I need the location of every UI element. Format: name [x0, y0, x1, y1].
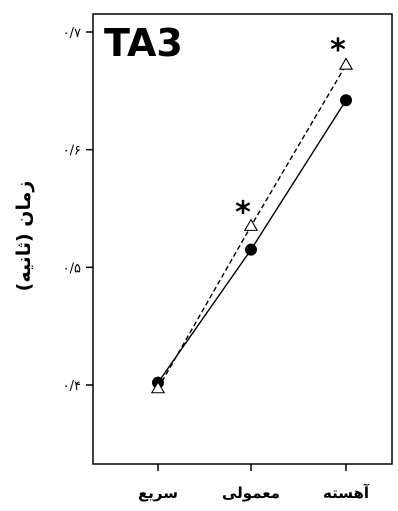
chart-title: TA3	[104, 21, 183, 65]
significance-marker: *	[235, 195, 251, 230]
series-2-point	[338, 57, 354, 70]
x-tick-label: معمولی	[222, 484, 280, 502]
y-axis-ticks: ۰/۴ ۰/۵ ۰/۶ ۰/۷	[63, 26, 93, 394]
x-axis-ticks: سریع معمولی آهسته	[138, 464, 370, 502]
y-tick-label: ۰/۷	[63, 26, 81, 41]
annotation-layer: **	[235, 33, 346, 230]
y-tick-label: ۰/۶	[63, 144, 81, 159]
plot-frame	[92, 13, 393, 465]
y-axis-label: زمان (ثانیه)	[13, 181, 35, 292]
x-tick-label: سریع	[138, 484, 178, 502]
series-1-point	[245, 243, 257, 256]
significance-marker: *	[330, 33, 346, 68]
series-2-point	[150, 380, 166, 394]
y-tick-label: ۰/۵	[63, 261, 81, 276]
x-tick-label: آهسته	[323, 484, 370, 502]
series-layer	[150, 57, 354, 394]
series-1-line	[157, 99, 347, 384]
y-tick-label: ۰/۴	[63, 379, 81, 394]
series-2-point	[243, 218, 259, 231]
series-1-point	[340, 94, 352, 107]
